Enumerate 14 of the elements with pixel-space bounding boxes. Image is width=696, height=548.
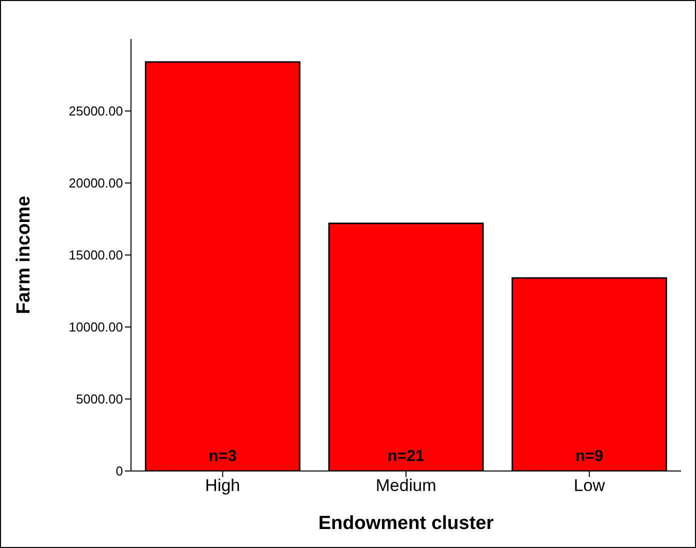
y-tick-label: 5000.00 — [76, 392, 123, 407]
annotation: n=21 — [388, 448, 425, 465]
x-axis-title: Endowment cluster — [318, 513, 494, 534]
y-axis-title: Farm income — [14, 196, 35, 314]
y-tick-label: 0 — [116, 464, 123, 479]
annotation: n=9 — [575, 448, 604, 465]
y-tick-label: 25000.00 — [68, 104, 123, 119]
y-tick-label: 20000.00 — [68, 176, 123, 191]
x-tick-label: Low — [574, 476, 606, 496]
x-tick-label: High — [205, 476, 240, 496]
y-tick-label: 15000.00 — [68, 248, 123, 263]
annotation: n=3 — [208, 448, 237, 465]
y-tick-label: 10000.00 — [68, 320, 123, 335]
x-tick-label: Medium — [376, 476, 436, 496]
